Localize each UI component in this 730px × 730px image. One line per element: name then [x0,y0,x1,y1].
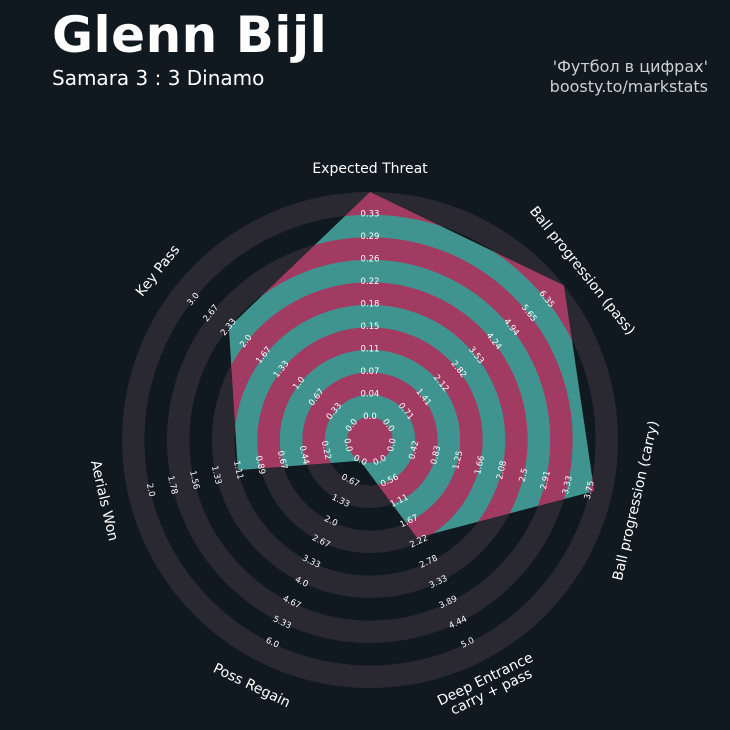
tick-label: 2.91 [539,470,553,491]
data-ring [347,417,393,463]
data-ring [228,259,551,538]
tick-label: 1.33 [209,465,223,486]
tick-label: 0.22 [361,277,380,287]
tick-label: 0.26 [361,255,380,265]
tick-label: 1.56 [187,470,201,491]
param-label: Aerials Won [87,459,121,543]
data-ring [228,192,595,538]
tick-label: 0.22 [319,440,333,461]
match-subtitle: Samara 3 : 3 Dinamo [52,66,265,90]
tick-label: 3.33 [561,475,575,496]
param-label-line: Aerials Won [87,459,121,543]
tick-label: 1.78 [165,475,179,496]
tick-label: 0.83 [429,445,443,466]
tick-label: 0.89 [253,455,267,476]
player-name-title: Glenn Bijl [52,6,328,64]
tick-label: 0.0 [386,437,399,452]
tick-label: 2.0 [144,482,157,497]
tick-label: 0.15 [361,322,380,332]
tick-label: 0.18 [361,300,380,310]
tick-label: 2.08 [495,460,509,481]
tick-label: 0.42 [407,440,421,461]
tick-label: 0.29 [361,232,380,242]
tick-label: 0.04 [361,390,380,400]
tick-label: 0.67 [275,450,289,471]
tick-label: 1.11 [231,460,245,481]
data-ring [228,281,529,538]
data-ring [256,326,484,538]
data-ring [228,214,595,538]
tick-label: 0.07 [361,367,380,377]
credit-link: boosty.to/markstats [549,77,708,96]
tick-label: 0.33 [361,210,380,220]
tick-label: 0.0 [341,437,354,452]
tick-label: 3.75 [583,480,597,501]
data-polygon [228,192,595,538]
tick-label: 1.25 [451,450,465,471]
data-ring [234,304,506,538]
tick-label: 0.44 [297,445,311,466]
param-label-line: Expected Threat [312,161,428,177]
data-ring [228,236,574,538]
tick-label: 2.5 [518,467,531,482]
tick-label: 0.0 [363,412,377,422]
param-label: Expected Threat [312,161,428,177]
credit-text: 'Футбол в цифрах' [552,57,708,76]
tick-label: 1.66 [473,455,487,476]
tick-label: 0.11 [361,345,380,355]
